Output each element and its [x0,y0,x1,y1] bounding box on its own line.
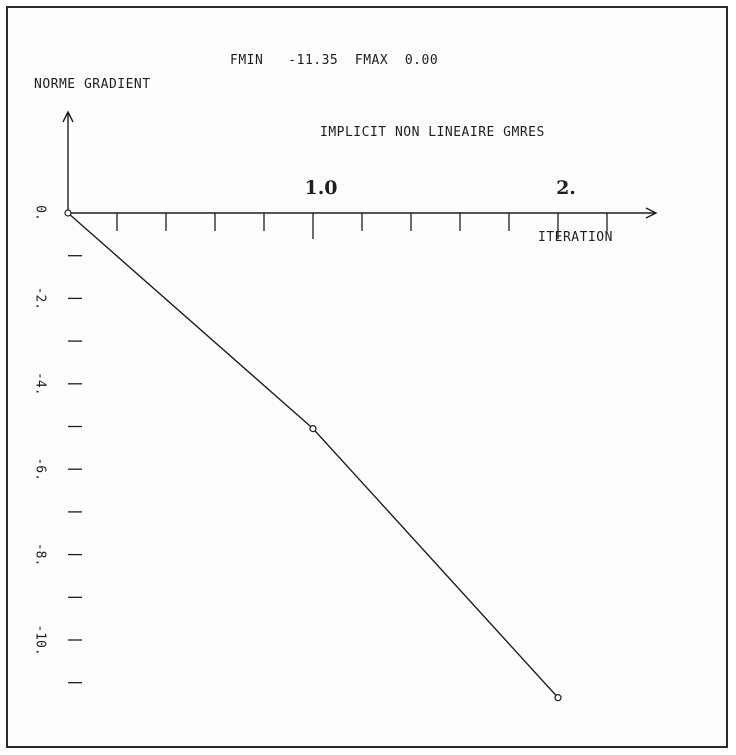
y-tick-label: -4. [33,372,48,395]
minor-ticks [68,213,608,684]
y-axis-label: NORME GRADIENT [34,77,151,92]
x-axis-arrow [645,207,658,219]
y-tick-label: -2. [33,287,48,310]
y-axis-arrow [62,110,74,123]
y-tick-label: -10. [33,624,48,655]
y-tick-label: 0. [33,205,48,221]
series-line [67,212,559,699]
plot-frame [6,6,728,748]
series-layer [64,209,562,702]
data-point [554,694,562,702]
x-tick-label: 2. [556,177,576,199]
y-tick-label: -8. [33,543,48,566]
data-point [64,209,72,217]
chart-title: IMPLICIT NON LINEAIRE GMRES [320,125,545,140]
x-axis-label: ITERATION [538,230,613,245]
chart-header: FMIN -11.35 FMAX 0.00 [230,53,438,68]
tick-labels: 0. -2. -4. -6. -8. -10. 1.0 2. [33,177,576,656]
y-tick-label: -6. [33,457,48,480]
data-point [309,425,317,433]
x-tick-label: 1.0 [304,177,337,199]
